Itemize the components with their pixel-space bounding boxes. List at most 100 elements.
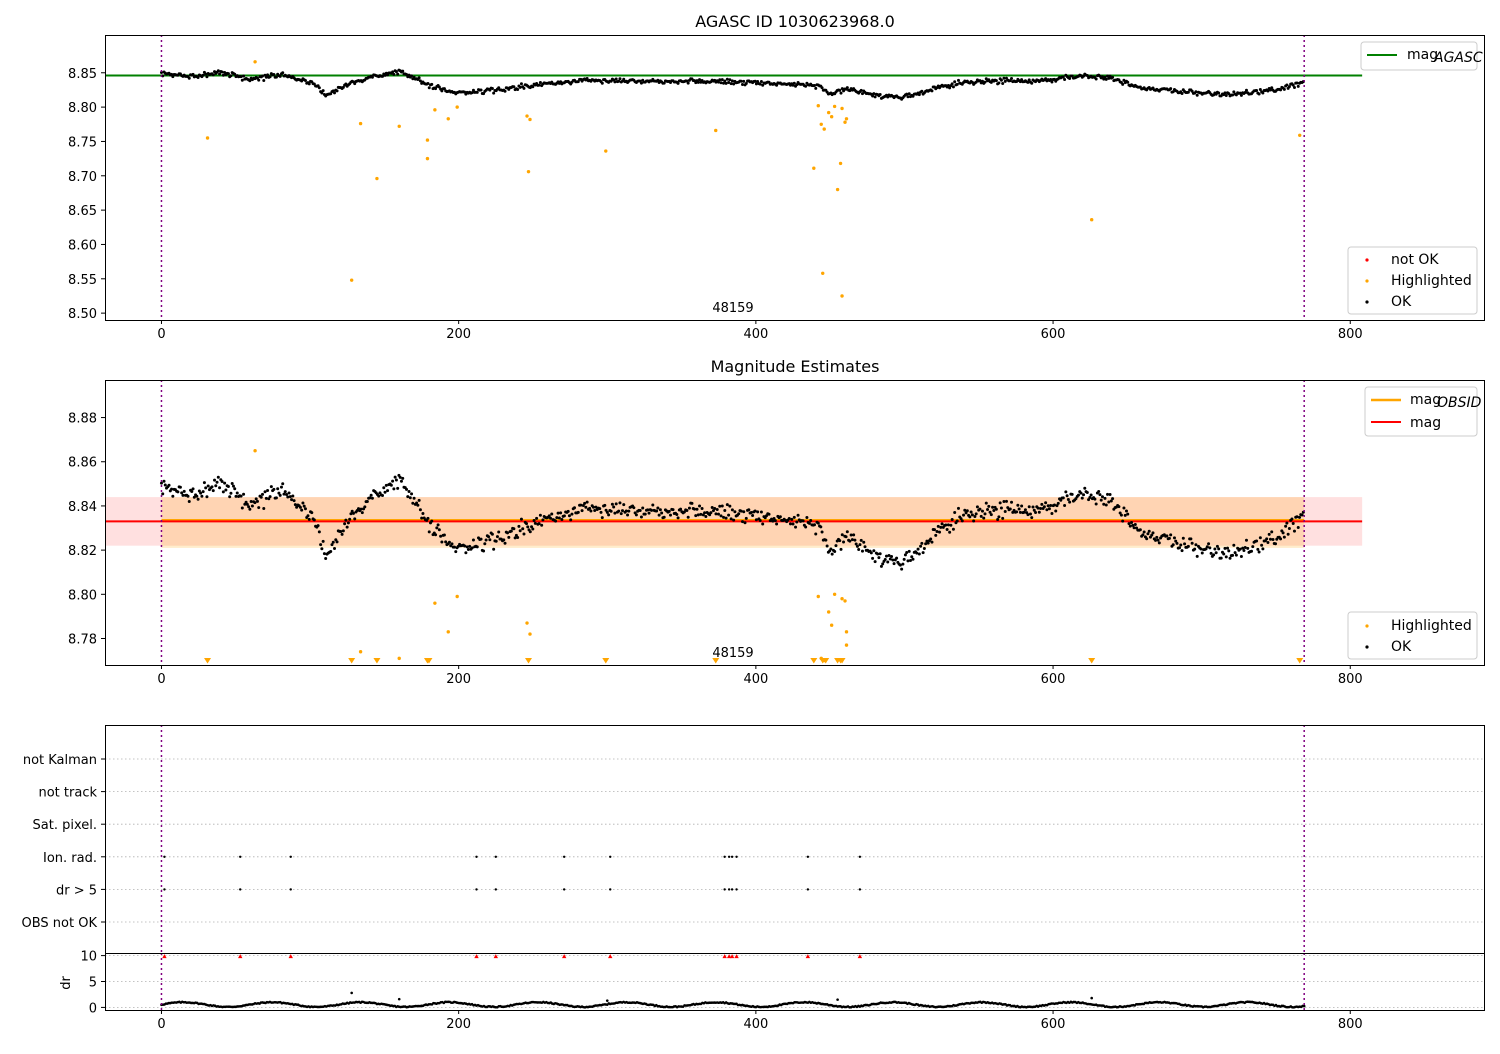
- ok-point: [1296, 526, 1300, 530]
- ok-point: [228, 495, 232, 499]
- ok-point: [268, 75, 272, 79]
- x-tick-label: 200: [446, 1017, 471, 1032]
- highlighted-point: [840, 294, 844, 298]
- ok-point: [1267, 532, 1271, 536]
- ok-point: [1179, 543, 1183, 547]
- ok-point: [482, 92, 486, 96]
- ok-point: [1050, 512, 1054, 516]
- ok-point: [698, 78, 702, 82]
- highlighted-point: [819, 122, 823, 126]
- ok-point: [1045, 508, 1049, 512]
- ok-point: [701, 513, 705, 517]
- dr-over-limit-marker: [722, 954, 727, 959]
- ok-point: [1189, 537, 1193, 541]
- ok-point: [415, 501, 419, 505]
- ok-point: [300, 508, 304, 512]
- ok-point: [1104, 503, 1108, 507]
- ok-point: [514, 533, 518, 537]
- ok-point: [1022, 510, 1026, 514]
- ok-point: [519, 517, 523, 521]
- ok-point: [1209, 551, 1213, 555]
- ok-point: [1231, 93, 1235, 97]
- ok-point: [1208, 546, 1212, 550]
- ok-point: [643, 512, 647, 516]
- ok-point: [940, 522, 944, 526]
- panel-4-ylabel: dr: [59, 976, 74, 990]
- ok-point: [562, 514, 566, 518]
- ok-point: [170, 72, 174, 76]
- ok-point: [991, 505, 995, 509]
- flag-point: [727, 888, 731, 891]
- ok-point: [1063, 77, 1067, 81]
- ok-point: [405, 487, 409, 491]
- ok-point: [1255, 89, 1259, 93]
- highlighted-point: [838, 161, 843, 166]
- ok-point: [288, 495, 292, 499]
- ok-point: [884, 554, 888, 558]
- ok-point: [729, 82, 733, 86]
- ok-point: [1219, 556, 1223, 560]
- ok-point: [1234, 553, 1238, 557]
- ok-point: [391, 70, 395, 74]
- ok-point: [506, 531, 510, 535]
- ok-point: [1111, 75, 1115, 79]
- ok-point: [281, 71, 285, 75]
- ok-point: [1020, 504, 1024, 508]
- ok-point: [1150, 533, 1154, 537]
- flag-label: Ion. rad.: [43, 851, 97, 866]
- x-tick-label: 0: [157, 1017, 165, 1032]
- flag-label: OBS not OK: [22, 916, 98, 931]
- ok-point: [1107, 500, 1111, 504]
- ok-point: [1100, 75, 1104, 79]
- panel-1-title: AGASC ID 1030623968.0: [695, 12, 895, 31]
- ok-point: [716, 512, 720, 516]
- legend-label-highlighted-2: Highlighted: [1391, 618, 1472, 634]
- ok-point: [224, 488, 228, 492]
- ok-point: [988, 510, 992, 514]
- ok-point: [382, 486, 386, 490]
- ok-point: [202, 481, 206, 485]
- ok-point: [932, 528, 936, 532]
- ok-point: [1279, 88, 1283, 92]
- ok-point: [1044, 501, 1048, 505]
- ok-point: [557, 516, 561, 520]
- ok-point: [1207, 542, 1211, 546]
- ok-point: [466, 547, 470, 551]
- ok-point: [660, 511, 664, 515]
- ok-point: [1261, 547, 1265, 551]
- ok-point: [986, 508, 990, 512]
- ok-point: [771, 519, 775, 523]
- ok-point: [996, 517, 1000, 521]
- ok-point: [240, 506, 244, 510]
- ok-point: [1103, 496, 1107, 500]
- ok-point: [1085, 491, 1089, 495]
- ok-point: [1076, 493, 1080, 497]
- ok-point: [609, 79, 613, 83]
- highlighted-point: [1089, 218, 1094, 222]
- y-tick-label: 8.82: [68, 544, 97, 559]
- ok-point: [470, 546, 474, 550]
- flag-point: [723, 855, 726, 858]
- ok-point: [471, 538, 475, 542]
- ok-point: [519, 82, 523, 86]
- ok-point: [427, 530, 431, 534]
- ok-point: [838, 539, 842, 543]
- ok-point: [1059, 498, 1063, 502]
- x-tick-label: 600: [1041, 672, 1066, 687]
- ok-point: [1037, 510, 1041, 514]
- flag-label: dr > 5: [56, 883, 97, 898]
- ok-point: [293, 503, 297, 507]
- y-tick-label: 8.65: [68, 204, 97, 219]
- ok-point: [888, 557, 892, 561]
- flag-point: [239, 888, 242, 891]
- ok-point: [191, 487, 195, 491]
- ok-point: [492, 547, 496, 551]
- ok-point: [516, 535, 520, 539]
- ok-point: [675, 512, 679, 516]
- ok-point: [1080, 496, 1084, 500]
- ok-point: [306, 514, 310, 518]
- dr-over-limit-marker: [805, 954, 811, 959]
- highlighted-below-axis-marker: [373, 658, 381, 664]
- highlighted-point: [832, 592, 837, 597]
- ok-point: [398, 475, 402, 479]
